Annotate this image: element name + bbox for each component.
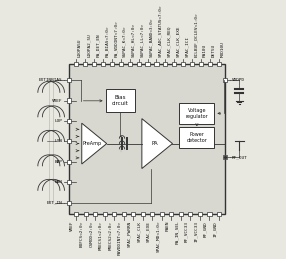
Text: SPAC_ADC_STATUS<7:0>: SPAC_ADC_STATUS<7:0> [158,5,162,57]
Bar [83,62,87,66]
Bar [112,212,116,217]
Text: PA_BIAS<7:0>: PA_BIAS<7:0> [105,26,109,57]
Bar [110,62,114,66]
Bar [101,62,105,66]
Bar [131,212,135,217]
Text: BUFCS<2:0>: BUFCS<2:0> [80,221,84,247]
Text: SPAC_PWRRN: SPAC_PWRRN [128,221,132,247]
Bar [67,78,71,82]
Text: RF_VCC33: RF_VCC33 [184,221,188,242]
Bar [199,62,203,66]
Bar [67,119,71,123]
Text: PA10U: PA10U [203,44,207,57]
Bar [217,212,221,217]
Text: MOD10U: MOD10U [221,42,225,57]
Bar [207,212,212,217]
Bar [67,160,71,164]
Bar [217,62,221,66]
Bar [198,212,202,217]
Text: CSMOD<2:0>: CSMOD<2:0> [89,221,93,247]
Bar [150,212,154,217]
Bar [223,78,227,82]
Text: Power
detector: Power detector [186,132,207,143]
Bar [160,212,164,217]
Text: SSPAC_HL<7:0>: SSPAC_HL<7:0> [132,23,136,57]
Bar [67,200,71,205]
Bar [92,62,96,66]
Text: PAEN: PAEN [166,221,170,231]
Text: SSPAC_LL<7:0>: SSPAC_LL<7:0> [140,23,144,57]
Text: PA_DET_EN: PA_DET_EN [96,34,100,57]
Text: PRECS1<2:0>: PRECS1<2:0> [99,221,103,250]
Bar [93,212,97,217]
Bar [172,62,176,66]
Bar [74,212,78,217]
Bar [69,64,225,214]
Polygon shape [82,123,107,164]
Bar [122,212,126,217]
Text: PreAmp: PreAmp [83,141,102,146]
Bar [223,155,227,159]
Bar [141,212,145,217]
Text: Bias
circuit: Bias circuit [112,95,129,106]
Bar [208,62,212,66]
Text: SPAC_CLK: SPAC_CLK [137,221,141,242]
Bar [190,62,194,66]
Text: RF_GND: RF_GND [204,221,208,236]
Text: BBN: BBN [55,180,62,184]
Text: VREF: VREF [70,221,74,231]
Text: SSPAC_BAND<3:0>: SSPAC_BAND<3:0> [149,18,153,57]
Bar [74,62,78,66]
Text: VDDPD: VDDPD [231,78,245,82]
Bar [179,103,214,124]
Text: BBP: BBP [55,160,62,164]
Text: SPAC_EXE: SPAC_EXE [146,221,150,242]
Text: ECLBUF_DCLEV<1:0>: ECLBUF_DCLEV<1:0> [194,13,198,57]
Text: DET5U: DET5U [212,44,216,57]
Text: LDOPA2_5U: LDOPA2_5U [87,34,91,57]
Text: RF_OUT: RF_OUT [231,155,247,159]
Bar [67,180,71,184]
Text: SSPAC_K<7:0>: SSPAC_K<7:0> [123,26,127,57]
Text: VREF: VREF [52,98,62,103]
Text: SPAC_CLK_EXE: SPAC_CLK_EXE [176,26,180,57]
Bar [179,212,183,217]
Text: IF_VCC33: IF_VCC33 [194,221,198,242]
Text: LON: LON [55,139,62,143]
Text: PAVDDINT<7:0>: PAVDDINT<7:0> [118,221,122,255]
Text: PA_IN_SEL: PA_IN_SEL [175,221,179,244]
Bar [67,98,71,103]
Bar [103,212,107,217]
Text: SPAC_ICI: SPAC_ICI [185,37,189,57]
Bar [136,62,141,66]
Text: PRECS2<2:0>: PRECS2<2:0> [108,221,112,250]
Bar [119,62,123,66]
Bar [188,212,192,217]
Text: PA_VDDINT<7:0>: PA_VDDINT<7:0> [114,21,118,57]
Bar [84,212,88,217]
Text: PA: PA [151,141,158,146]
Text: IF_GND: IF_GND [213,221,217,236]
Text: EXT_IN: EXT_IN [47,201,62,205]
Text: LOP: LOP [55,119,62,123]
Bar [106,89,135,112]
Bar [154,62,158,66]
Bar [163,62,167,66]
Bar [169,212,173,217]
Bar [67,139,71,143]
Text: Voltage
regulator: Voltage regulator [186,108,208,119]
Bar [181,62,185,66]
Bar [128,62,132,66]
Bar [179,127,214,148]
Text: EXTINBIAS: EXTINBIAS [39,78,62,82]
Text: LDOPA5U: LDOPA5U [78,39,82,57]
Bar [146,62,150,66]
Text: SPAC_CLK_REQ: SPAC_CLK_REQ [167,26,171,57]
Polygon shape [142,119,172,169]
Text: SPAC_MD<1:0>: SPAC_MD<1:0> [156,221,160,252]
